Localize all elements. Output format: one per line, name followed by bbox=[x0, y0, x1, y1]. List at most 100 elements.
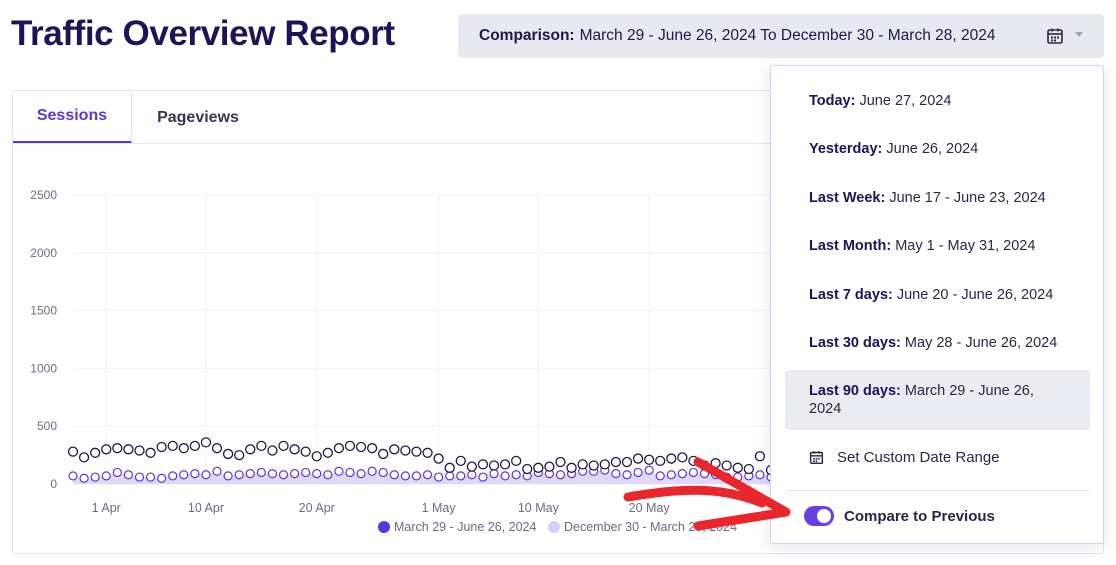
data-point-previous bbox=[79, 473, 89, 483]
legend-item-current[interactable]: March 29 - June 26, 2024 bbox=[378, 520, 536, 534]
data-point-current bbox=[444, 462, 455, 473]
range-option-last-90-days[interactable]: Last 90 days: March 29 - June 26, 2024 bbox=[785, 370, 1090, 430]
data-point-current bbox=[666, 453, 677, 464]
data-point-current bbox=[211, 443, 223, 454]
data-point-current bbox=[256, 440, 267, 452]
data-point-previous bbox=[677, 468, 687, 479]
legend-dot-current bbox=[378, 521, 390, 533]
data-point-previous bbox=[190, 468, 200, 479]
data-point-previous bbox=[101, 471, 111, 481]
data-point-previous bbox=[456, 471, 466, 481]
option-value: June 26, 2024 bbox=[886, 141, 979, 157]
data-point-current bbox=[112, 443, 123, 454]
data-point-current bbox=[101, 444, 112, 455]
data-point-current bbox=[344, 440, 356, 452]
data-point-current bbox=[389, 444, 400, 455]
data-point-previous bbox=[378, 467, 388, 478]
data-point-current bbox=[300, 446, 311, 457]
data-point-previous bbox=[201, 470, 211, 480]
y-tick-label: 0 bbox=[50, 477, 57, 491]
data-point-current bbox=[433, 453, 444, 464]
data-point-previous bbox=[755, 470, 765, 480]
data-point-previous bbox=[411, 471, 422, 481]
data-point-current bbox=[123, 444, 134, 455]
data-point-current bbox=[555, 456, 566, 468]
x-tick-label: 1 May bbox=[422, 501, 457, 515]
data-point-current bbox=[710, 458, 721, 469]
option-value: March 29 - June 26, 2024 bbox=[809, 383, 1034, 417]
option-value: June 20 - June 26, 2024 bbox=[896, 287, 1054, 303]
tab-pageviews[interactable]: Pageviews bbox=[157, 108, 239, 126]
range-option-yesterday[interactable]: Yesterday: June 26, 2024 bbox=[785, 140, 1090, 158]
range-option-last-week[interactable]: Last Week: June 17 - June 23, 2024 bbox=[785, 189, 1090, 207]
data-point-current bbox=[610, 456, 622, 468]
date-range-picker[interactable]: Comparison: March 29 - June 26, 2024 To … bbox=[458, 14, 1104, 58]
data-point-current bbox=[588, 460, 599, 471]
dropdown-divider bbox=[786, 490, 1090, 491]
option-value: June 17 - June 23, 2024 bbox=[889, 190, 1046, 206]
data-point-previous bbox=[445, 471, 455, 481]
data-point-current bbox=[156, 441, 167, 453]
data-point-current bbox=[311, 451, 322, 462]
data-point-current bbox=[245, 444, 256, 455]
data-point-current bbox=[632, 453, 644, 464]
compare-toggle[interactable] bbox=[804, 506, 834, 526]
data-point-current bbox=[511, 455, 522, 467]
data-point-previous bbox=[168, 471, 178, 481]
data-point-previous bbox=[555, 470, 566, 480]
data-point-current bbox=[333, 443, 345, 454]
legend-item-previous[interactable]: December 30 - March 28, 2024 bbox=[548, 520, 737, 534]
data-point-previous bbox=[134, 472, 145, 482]
data-point-previous bbox=[278, 470, 289, 480]
range-option-last-month[interactable]: Last Month: May 1 - May 31, 2024 bbox=[785, 237, 1090, 255]
data-point-current bbox=[222, 448, 234, 460]
custom-range-label: Set Custom Date Range bbox=[837, 449, 1000, 466]
data-point-current bbox=[455, 455, 466, 467]
data-point-current bbox=[544, 461, 555, 472]
data-point-previous bbox=[644, 465, 654, 475]
data-point-previous bbox=[112, 467, 122, 478]
data-point-current bbox=[67, 446, 79, 457]
data-point-previous bbox=[699, 468, 710, 479]
legend-label-previous: December 30 - March 28, 2024 bbox=[564, 520, 738, 534]
calendar-icon bbox=[809, 451, 824, 465]
data-point-current bbox=[322, 447, 333, 458]
range-option-today[interactable]: Today: June 27, 2024 bbox=[785, 92, 1090, 110]
x-tick-label: 1 Apr bbox=[92, 501, 121, 515]
comparison-range: March 29 - June 26, 2024 To December 30 … bbox=[579, 27, 996, 44]
data-point-current bbox=[378, 448, 389, 460]
data-point-current bbox=[621, 456, 633, 468]
data-point-current bbox=[533, 462, 544, 473]
tab-sessions[interactable]: Sessions bbox=[13, 91, 132, 144]
page-title: Traffic Overview Report bbox=[11, 14, 395, 53]
data-point-previous bbox=[323, 470, 333, 480]
data-point-previous bbox=[666, 470, 676, 480]
sessions-chart: 0 500 1000 1500 2000 2500 1 Apr 10 Apr 20 Apr 1 M… bbox=[30, 188, 777, 515]
data-point-current bbox=[355, 441, 367, 453]
data-point-current bbox=[411, 446, 422, 457]
y-tick-label: 1000 bbox=[30, 361, 57, 375]
data-point-current bbox=[677, 452, 688, 463]
y-tick-label: 1500 bbox=[30, 304, 57, 318]
data-point-current bbox=[477, 459, 489, 470]
option-label: Last 7 days: bbox=[809, 287, 893, 303]
data-point-previous bbox=[622, 470, 632, 480]
data-point-current bbox=[366, 443, 378, 454]
data-point-previous bbox=[245, 468, 255, 479]
range-option-last-30-days[interactable]: Last 30 days: May 28 - June 26, 2024 bbox=[785, 334, 1090, 352]
legend-label-current: March 29 - June 26, 2024 bbox=[394, 520, 537, 534]
custom-range-button[interactable]: Set Custom Date Range bbox=[809, 449, 1000, 466]
range-option-last-7-days[interactable]: Last 7 days: June 20 - June 26, 2024 bbox=[785, 286, 1090, 304]
compare-to-previous[interactable]: Compare to Previous bbox=[804, 506, 995, 526]
data-point-current bbox=[267, 445, 278, 456]
data-point-current bbox=[688, 455, 699, 467]
data-point-previous bbox=[500, 471, 510, 481]
data-point-previous bbox=[711, 470, 721, 480]
option-value: June 27, 2024 bbox=[859, 93, 952, 109]
data-point-current bbox=[78, 452, 90, 463]
data-point-previous bbox=[389, 470, 399, 480]
data-point-previous bbox=[123, 470, 133, 480]
data-point-current bbox=[178, 443, 189, 454]
data-point-previous bbox=[688, 467, 699, 478]
data-point-previous bbox=[312, 468, 322, 479]
